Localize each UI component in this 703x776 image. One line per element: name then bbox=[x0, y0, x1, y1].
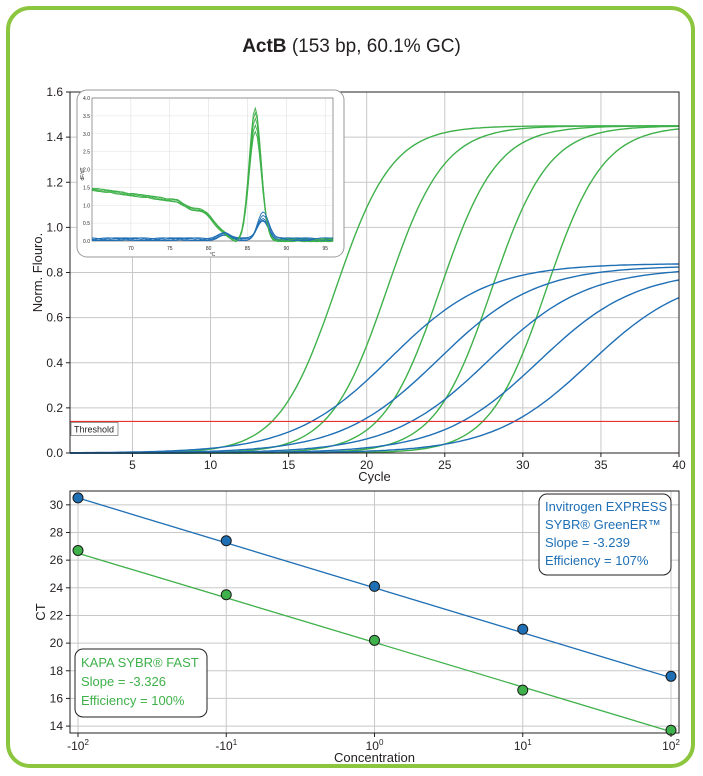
inset-plot-frame bbox=[91, 97, 334, 242]
legend-kapa-line: KAPA SYBR® FAST bbox=[81, 655, 199, 670]
inset-y-tick-label: 3.0 bbox=[83, 132, 90, 138]
amp-x-tick-label: 5 bbox=[129, 458, 136, 472]
amp-y-tick-label: 1.4 bbox=[46, 130, 63, 144]
amp-y-tick-label: 1.6 bbox=[46, 85, 63, 99]
amp-y-tick-label: 0.2 bbox=[46, 401, 63, 415]
legend-invitrogen-line: SYBR® GreenER™ bbox=[545, 517, 661, 532]
data-point-kapa bbox=[369, 634, 380, 646]
data-point-kapa bbox=[220, 589, 232, 601]
std-x-tick-label: -101 bbox=[215, 738, 237, 753]
amp-x-tick-label: 40 bbox=[672, 458, 686, 472]
inset-y-tick-label: 3.5 bbox=[83, 114, 90, 120]
std-y-tick-label: 26 bbox=[50, 553, 64, 567]
std-x-tick-label: 100 bbox=[366, 738, 384, 753]
legend-invitrogen-box bbox=[538, 493, 672, 576]
std-x-tick-label: -102 bbox=[67, 738, 89, 753]
data-point-invitrogen bbox=[665, 670, 677, 682]
data-point-kapa bbox=[517, 684, 529, 696]
threshold-label: Threshold bbox=[74, 424, 114, 434]
std-x-tick-label: 102 bbox=[662, 738, 680, 753]
inset-y-axis-label: dF/dT bbox=[80, 167, 86, 180]
inset-x-tick-label: 80 bbox=[206, 246, 212, 252]
threshold-label-box bbox=[70, 422, 119, 436]
data-point-invitrogen bbox=[220, 535, 232, 547]
amp-y-tick-label: 0.4 bbox=[46, 356, 63, 370]
legend-kapa-line: Efficiency = 100% bbox=[81, 693, 185, 708]
std-y-tick-label: 16 bbox=[50, 691, 64, 705]
amp-x-tick-label: 10 bbox=[204, 458, 218, 472]
legend-kapa-box bbox=[74, 648, 208, 718]
amp-y-axis-label: Norm. Flouro. bbox=[30, 233, 45, 312]
inset-melt-green-5 bbox=[91, 106, 334, 243]
inset-box bbox=[76, 89, 345, 258]
amp-x-tick-label: 30 bbox=[516, 458, 530, 472]
inset-y-tick-label: 2.0 bbox=[83, 168, 90, 174]
inset-x-tick-label: 85 bbox=[245, 246, 251, 252]
data-point-invitrogen bbox=[369, 580, 380, 592]
std-x-tick-label: 101 bbox=[514, 738, 532, 753]
amp-x-tick-label: 25 bbox=[438, 458, 452, 472]
std-y-tick-label: 14 bbox=[50, 719, 64, 733]
amp-curve-blue-7 bbox=[70, 266, 680, 454]
inset-melt-blue-4 bbox=[91, 214, 334, 242]
std-y-tick-label: 18 bbox=[50, 664, 64, 678]
amp-y-tick-label: 0.0 bbox=[46, 446, 63, 460]
data-point-invitrogen bbox=[517, 623, 529, 635]
gene-name: ActB bbox=[242, 36, 287, 57]
inset-x-tick-label: 90 bbox=[284, 246, 290, 252]
inset-melt-blue-5 bbox=[91, 211, 334, 242]
std-y-tick-label: 28 bbox=[50, 525, 64, 539]
amp-y-tick-label: 1.0 bbox=[46, 220, 63, 234]
inset-y-tick-label: 0.0 bbox=[83, 239, 90, 245]
amp-x-tick-label: 35 bbox=[594, 458, 608, 472]
inset-y-tick-label: 1.0 bbox=[83, 203, 90, 209]
inset-x-axis-label: °C bbox=[210, 252, 216, 258]
amp-x-axis-label: Cycle bbox=[358, 469, 391, 484]
legend-invitrogen-line: Slope = -3.239 bbox=[545, 535, 630, 550]
data-point-kapa bbox=[72, 544, 84, 556]
inset-x-tick-label: 70 bbox=[128, 246, 134, 252]
inset-x-tick-label: 95 bbox=[322, 246, 328, 252]
amp-curve-blue-6 bbox=[70, 263, 679, 454]
std-y-tick-label: 22 bbox=[50, 608, 64, 622]
inset-y-tick-label: 4.0 bbox=[83, 96, 90, 102]
std-y-tick-label: 24 bbox=[50, 581, 64, 595]
amp-y-tick-label: 0.6 bbox=[46, 311, 63, 325]
std-y-tick-label: 20 bbox=[50, 636, 64, 650]
amp-y-tick-label: 0.8 bbox=[46, 266, 63, 280]
amp-curve-blue-9 bbox=[70, 279, 680, 454]
amp-x-tick-label: 20 bbox=[360, 458, 374, 472]
inset-y-tick-label: 2.5 bbox=[83, 150, 90, 156]
inset-x-tick-label: 75 bbox=[167, 246, 173, 252]
std-y-tick-label: 30 bbox=[50, 498, 64, 512]
std-x-axis-label: Concentration bbox=[334, 750, 415, 765]
amp-x-tick-label: 15 bbox=[282, 458, 296, 472]
amp-y-tick-label: 1.2 bbox=[46, 175, 63, 189]
chart-title: ActB (153 bp, 60.1% GC) bbox=[0, 36, 703, 58]
legend-kapa-line: Slope = -3.326 bbox=[81, 674, 166, 689]
data-point-invitrogen bbox=[72, 492, 84, 504]
gene-detail: (153 bp, 60.1% GC) bbox=[291, 36, 461, 57]
std-y-axis-label: CT bbox=[33, 603, 48, 620]
legend-invitrogen-line: Invitrogen EXPRESS bbox=[545, 499, 667, 514]
legend-invitrogen-line: Efficiency = 107% bbox=[545, 553, 649, 568]
amp-curve-blue-10 bbox=[70, 296, 680, 454]
inset-y-tick-label: 1.5 bbox=[83, 185, 90, 191]
inset-y-tick-label: 0.5 bbox=[83, 221, 90, 227]
inset-melt-blue-3 bbox=[91, 217, 334, 242]
